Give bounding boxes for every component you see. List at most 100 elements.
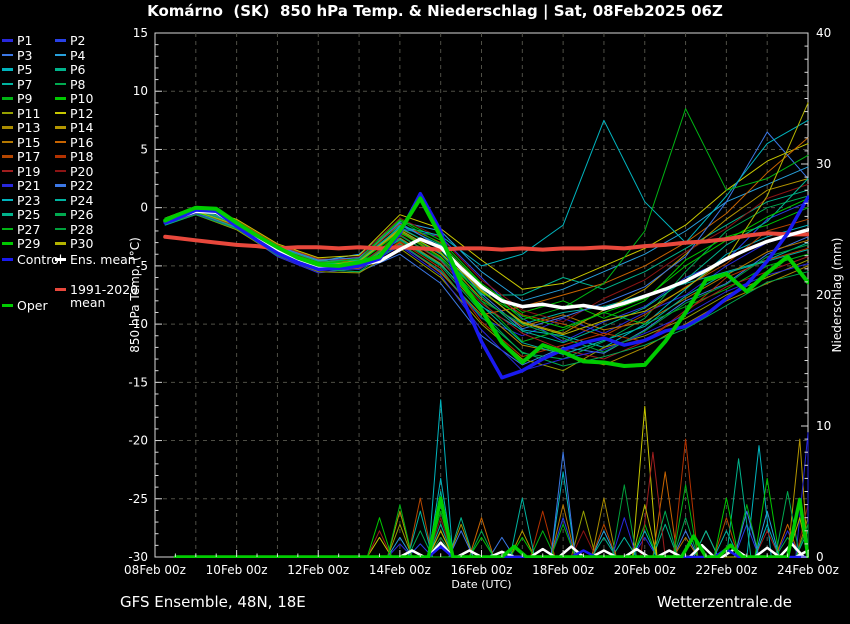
svg-text:20Feb 00z: 20Feb 00z <box>614 563 676 577</box>
legend-swatch <box>55 169 66 173</box>
legend-swatch <box>55 140 66 144</box>
svg-text:18Feb 00z: 18Feb 00z <box>532 563 594 577</box>
legend-label: P28 <box>70 221 94 237</box>
svg-text:10Feb 00z: 10Feb 00z <box>206 563 268 577</box>
control-swatch <box>2 258 13 261</box>
svg-text:10: 10 <box>816 419 831 433</box>
legend-label-clim-mean: 1991-2020 mean <box>70 282 139 310</box>
legend-item-p5: P5 <box>2 62 33 77</box>
legend-swatch <box>55 155 66 158</box>
legend-label: P4 <box>70 47 86 63</box>
legend-item-p9: P9 <box>2 91 33 106</box>
legend-item-p22: P22 <box>55 178 93 193</box>
legend-label: P21 <box>17 178 41 193</box>
svg-text:-5: -5 <box>136 259 148 273</box>
svg-text:15: 15 <box>133 26 148 40</box>
legend-item-p28: P28 <box>55 222 93 237</box>
legend-swatch <box>2 53 13 57</box>
legend-item-p29: P29 <box>2 236 40 251</box>
legend-swatch <box>2 111 13 115</box>
site-label: Wetterzentrale.de <box>656 593 792 611</box>
legend-label-ens-mean: Ens. mean <box>70 252 136 267</box>
legend-label: P24 <box>70 192 94 208</box>
ens-mean-swatch <box>55 258 66 261</box>
legend-swatch <box>2 169 13 173</box>
svg-text:16Feb 00z: 16Feb 00z <box>451 563 513 577</box>
legend-label: P10 <box>70 91 94 106</box>
legend-item-p23: P23 <box>2 193 40 208</box>
svg-text:-20: -20 <box>128 434 148 448</box>
clim-mean-swatch <box>55 288 66 291</box>
legend-item-p30: P30 <box>55 236 93 251</box>
main-temp-lines <box>163 191 809 380</box>
legend-swatch <box>2 198 13 202</box>
svg-text:-15: -15 <box>128 375 148 389</box>
legend-item-p25: P25 <box>2 207 40 222</box>
legend-swatch <box>55 126 66 129</box>
legend: Control Ens. mean 1991-2020 mean Oper P1 P… <box>2 0 152 620</box>
svg-text:0: 0 <box>140 201 148 215</box>
legend-label: P9 <box>17 91 33 106</box>
legend-label: P20 <box>70 163 94 179</box>
legend-label-oper: Oper <box>17 298 48 313</box>
svg-text:14Feb 00z: 14Feb 00z <box>369 563 431 577</box>
model-label: GFS Ensemble, 48N, 18E <box>120 593 306 611</box>
member-precip-lines <box>174 399 809 558</box>
legend-swatch <box>2 184 13 187</box>
legend-label: P7 <box>17 76 33 92</box>
x-axis-title: Date (UTC) <box>451 578 511 591</box>
legend-label: P13 <box>17 120 41 135</box>
gridlines <box>155 33 808 557</box>
legend-item-p20: P20 <box>55 164 93 179</box>
main-precip-lines <box>173 496 809 558</box>
legend-item-p21: P21 <box>2 178 40 193</box>
legend-item-p2: P2 <box>55 33 86 48</box>
legend-item-p1: P1 <box>2 33 33 48</box>
svg-text:10: 10 <box>133 84 148 98</box>
legend-swatch <box>2 213 13 216</box>
legend-label: P11 <box>17 105 41 121</box>
legend-swatch <box>2 82 13 86</box>
legend-swatch <box>2 155 13 158</box>
legend-swatch <box>2 126 13 129</box>
legend-item-oper: Oper <box>2 298 48 313</box>
legend-item-ens-mean: Ens. mean <box>55 252 136 267</box>
svg-text:5: 5 <box>140 142 148 156</box>
legend-label: P27 <box>17 221 41 237</box>
legend-item-p15: P15 <box>2 135 40 150</box>
legend-label: P2 <box>70 33 86 48</box>
legend-item-p12: P12 <box>55 106 93 121</box>
svg-text:08Feb 00z: 08Feb 00z <box>124 563 186 577</box>
legend-item-p4: P4 <box>55 48 86 63</box>
legend-item-p16: P16 <box>55 135 93 150</box>
legend-swatch <box>2 140 13 144</box>
legend-label: P30 <box>70 236 94 251</box>
legend-item-p26: P26 <box>55 207 93 222</box>
legend-label: P14 <box>70 120 94 135</box>
legend-item-p3: P3 <box>2 48 33 63</box>
legend-swatch <box>2 242 13 245</box>
page-title: Komárno (SK) 850 hPa Temp. & Niederschla… <box>147 2 723 20</box>
legend-swatch <box>2 39 13 42</box>
legend-label: P12 <box>70 105 94 121</box>
legend-label: P3 <box>17 47 33 63</box>
svg-text:0: 0 <box>816 550 824 564</box>
svg-text:40: 40 <box>816 26 831 40</box>
legend-label: P26 <box>70 207 94 222</box>
legend-item-p13: P13 <box>2 120 40 135</box>
legend-item-p19: P19 <box>2 164 40 179</box>
legend-swatch <box>55 227 66 231</box>
legend-item-p27: P27 <box>2 222 40 237</box>
y-right-axis-title: Niederschlag (mm) <box>830 238 844 353</box>
legend-label: P29 <box>17 236 41 251</box>
legend-swatch <box>55 53 66 57</box>
legend-item-p18: P18 <box>55 149 93 164</box>
legend-label: P16 <box>70 134 94 150</box>
legend-item-control: Control <box>2 252 62 267</box>
legend-label: P17 <box>17 149 41 164</box>
legend-swatch <box>55 39 66 42</box>
legend-item-p17: P17 <box>2 149 40 164</box>
legend-swatch <box>55 184 66 187</box>
